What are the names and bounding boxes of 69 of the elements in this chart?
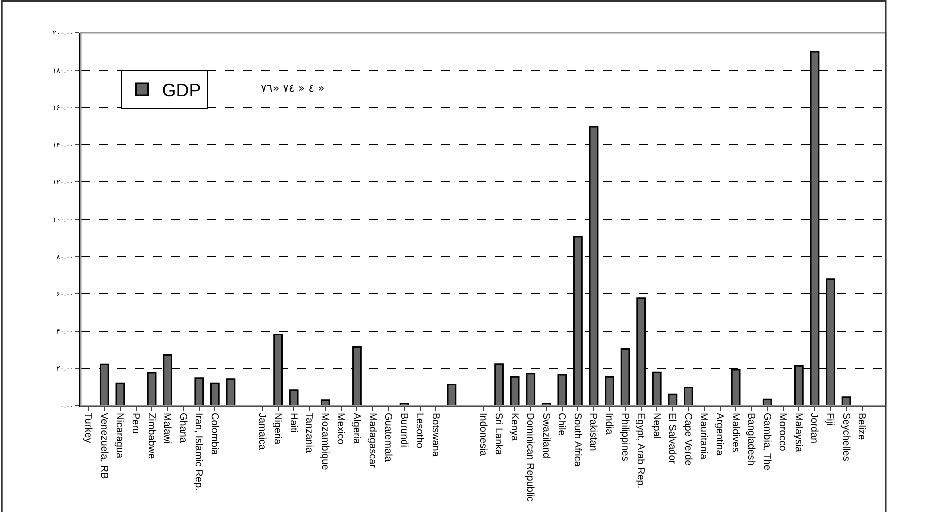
- x-tick-label: Mozambique: [319, 413, 330, 471]
- bar: [147, 372, 157, 406]
- x-tick-label: Nigeria: [272, 413, 284, 446]
- x-tick-label: Nepal: [650, 413, 662, 440]
- x-tick-label: Chile: [556, 413, 568, 436]
- bar: [194, 378, 204, 406]
- x-tick-label: Maldives: [730, 413, 741, 452]
- bar: [320, 400, 330, 406]
- x-tick-label: Jordan: [808, 413, 820, 444]
- x-tick-label: Morocco: [777, 413, 788, 452]
- x-tick-label: Guatemala: [382, 413, 394, 462]
- x-tick-label: Kenya: [508, 413, 520, 442]
- bar: [668, 394, 678, 406]
- x-tick-label: Tanzania: [304, 413, 315, 454]
- x-tick-label: Gambia, The: [761, 413, 772, 472]
- bar: [620, 348, 630, 406]
- annotation: ٤ « ٧٤ «٧٦ »: [261, 82, 325, 95]
- bar: [558, 374, 568, 406]
- x-tick-label: Nicaragua: [114, 413, 126, 460]
- x-tick-label: Seychelles: [840, 413, 852, 462]
- bar: [842, 396, 852, 406]
- x-tick-label: Cape Verde: [682, 413, 694, 466]
- x-tick-label: Mexico: [335, 413, 346, 446]
- bar: [226, 378, 236, 406]
- x-tick-label: Sri Lanka: [493, 413, 504, 456]
- bar: [447, 384, 457, 406]
- bar: [210, 382, 220, 406]
- legend-label: GDP: [162, 80, 202, 101]
- bar: [494, 364, 504, 406]
- x-tick-label: South Africa: [572, 413, 583, 468]
- x-tick-label: Pakistan: [588, 413, 599, 452]
- x-tick-label: Ghana: [177, 413, 188, 444]
- x-tick-label: Zimbabwe: [146, 413, 157, 460]
- bar: [289, 390, 299, 406]
- x-tick-label: Colombia: [208, 413, 220, 456]
- bar: [116, 382, 126, 406]
- bar: [762, 398, 772, 406]
- bar: [605, 376, 614, 406]
- x-tick-label: Swaziland: [540, 413, 552, 459]
- x-tick-label: Turkey: [82, 413, 94, 444]
- x-tick-label: Venezuela, RB: [98, 413, 110, 480]
- x-tick-label: Burundi: [398, 413, 410, 448]
- x-tick-label: Lesotho: [414, 413, 426, 450]
- x-tick-label: Philippines: [619, 413, 630, 462]
- x-tick-label: Argentina: [714, 413, 726, 456]
- x-tick-label: India: [604, 413, 615, 436]
- x-tick-label: Algeria: [350, 413, 362, 445]
- x-tick-label: Belize: [856, 413, 868, 441]
- x-tick-label: Peru: [130, 413, 141, 434]
- x-tick-label: Malaysia: [792, 413, 804, 453]
- bar: [526, 373, 536, 406]
- x-tick-label: Jamaica: [256, 413, 268, 451]
- bar: [510, 376, 520, 406]
- x-tick-label: Indonesia: [477, 413, 488, 457]
- x-tick-label: Iran, Islamic Rep.: [193, 413, 204, 491]
- x-tick-label: El Salvador: [666, 413, 678, 465]
- bar: [684, 386, 694, 406]
- x-tick-label: Mauritania: [698, 413, 710, 460]
- x-tick-label: Malawi: [162, 413, 173, 444]
- x-tick-label: Egypt, Arab Rep.: [635, 413, 646, 489]
- x-tick-label: Botswana: [430, 413, 441, 458]
- x-tick-label: Haiti: [288, 413, 299, 434]
- x-tick-label: Dominican Republic: [524, 413, 536, 502]
- x-tick-label: Bangladesh: [746, 413, 757, 466]
- x-tick-label: Fiji: [824, 413, 836, 426]
- bar: [542, 403, 552, 406]
- bar: [652, 372, 662, 406]
- x-tick-label: Madagascar: [366, 413, 378, 469]
- bar: [400, 403, 410, 406]
